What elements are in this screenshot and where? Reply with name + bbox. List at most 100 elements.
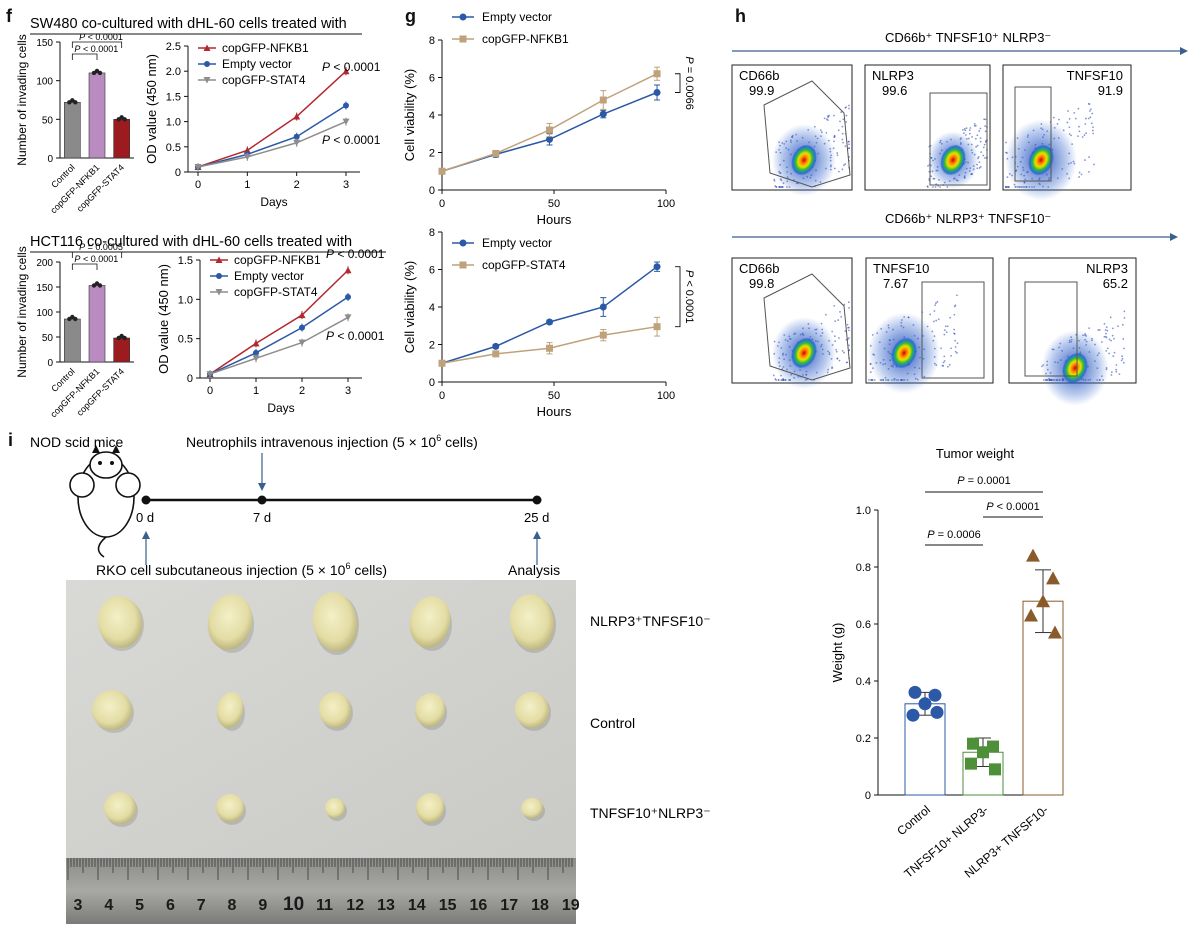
flow-event-dot [943,333,946,336]
flow-event-dot [982,146,985,149]
flow-event-dot [945,331,948,333]
f-bar1-ytick-label: 150 [36,38,53,49]
flow-event-dot [1111,327,1114,330]
timeline-mice-label: NOD scid mice [30,434,124,450]
flow-event-dot [932,186,934,188]
flow-event-dot [1092,126,1094,129]
flow-marker-label: CD66b [739,261,779,276]
flow-event-dot [833,305,836,307]
f-bar2-ytick-label: 200 [36,258,53,269]
flow-event-dot [833,140,835,143]
f-line2-series-line [209,269,349,375]
f-title-sw480: SW480 co-cultured with dHL-60 cells trea… [30,16,347,32]
tw-ytick-label: 0.4 [856,676,871,688]
ruler-number: 6 [166,897,175,914]
g-c2-ytick-label: 4 [429,302,435,314]
tw-title: Tumor weight [936,446,1015,461]
f-line1-ytick-label: 2.5 [166,41,181,53]
flow-event-dot [950,347,953,350]
f-line1-ytick-label: 1.0 [166,117,181,129]
flow-event-dot [974,137,977,140]
g-c2-ytick-label: 6 [429,265,435,277]
f-line1-xtick-label: 0 [195,179,201,191]
tw-ytick-label: 0.8 [856,562,871,574]
flow-event-dot [1089,110,1091,112]
flow-event-dot [825,118,828,120]
panel-h: CD66b⁺ TNFSF10⁺ NLRP3⁻ CD66b⁺ NLRP3⁺ TNF… [731,30,1188,406]
panel-g: 0 2 4 6 8 Cell viability (%) 0 50 100 Hours Empty … [402,10,695,419]
flow-event-dot [943,355,946,358]
f-line1-series-line [197,104,347,168]
f-bar2-dot [73,316,78,322]
g-c1-bracket [675,73,681,93]
f-bar1-dot [97,70,103,76]
g-c2-legend-marker [459,239,467,247]
panel-i-photo: 3 4 5 6 7 8 9 10 11 12 13 14 15 16 17 18 19 NLRP3⁺TNFSF1… [66,580,711,924]
flow-event-dot [941,364,944,367]
flow-event-dot [842,118,845,121]
flow-percent-value: 7.67 [883,276,908,291]
flow-event-dot [1092,132,1095,135]
flow-event-dot [1109,316,1112,319]
timeline-analysis-label: Analysis [508,562,560,578]
photo-row-label-tnfsf10: TNFSF10⁺NLRP3⁻ [590,805,711,821]
g-c1-ytick-label: 6 [429,73,435,85]
tumor-specimen [521,797,543,819]
ruler-number: 8 [228,897,237,914]
g-c2-point [546,318,554,326]
f-line1-ytick-label: 2.0 [166,66,181,78]
f-line1-xtick-label: 3 [343,179,349,191]
flow-event-dot [1123,310,1126,313]
f-hct116-line-chart: 0 0.5 1.0 1.5 OD value (450 nm) 0 1 2 3 Days copGF… [156,247,385,415]
g-c2-bracket [675,266,681,328]
g-c2-ytick-label: 8 [429,227,435,239]
flow-event-dot [1068,126,1071,129]
flow-event-dot [954,346,957,348]
timeline-point-0d [141,495,151,505]
flow-event-dot [934,302,937,304]
flow-event-dot [841,349,844,352]
flow-event-dot [839,120,841,123]
g-c1-point [599,110,607,118]
g-nfkb1-viability-chart: 0 2 4 6 8 Cell viability (%) 0 50 100 Hours Empty … [402,10,695,227]
flow-percent-value: 65.2 [1103,276,1128,291]
flow-event-dot [936,300,939,303]
f-line1-legend-marker [204,61,210,67]
g-c1-ytick-label: 0 [429,185,435,197]
flow-event-dot [848,107,850,110]
flow-event-dot [1006,186,1009,188]
flow-event-dot [1073,111,1076,114]
flow-event-dot [1078,171,1081,174]
flow-event-dot [1108,338,1111,341]
flow-event-dot [1115,370,1118,373]
tw-point [930,705,944,719]
f-line1-legend-label: copGFP-NFKB1 [222,41,309,55]
flow-event-dot [836,357,839,360]
flow-event-dot [1123,347,1125,350]
flow-event-dot [984,130,987,133]
flow-event-dot [870,379,873,381]
flow-event-dot [955,294,958,297]
panel-label-f: f [6,6,12,26]
flow-event-dot [953,332,955,335]
flow-row2-title: CD66b⁺ NLRP3⁺ TNFSF10⁻ [885,211,1051,226]
flow-event-dot [848,143,850,146]
flow-event-dot [1083,134,1086,137]
flow-event-dot [847,140,850,143]
g-c2-p-annotation: P < 0.0001 [683,270,695,324]
flow-event-dot [827,115,829,117]
photo-row-label-control: Control [590,715,635,731]
g-c2-legend-label: copGFP-STAT4 [482,258,566,272]
f-line1-point [342,118,350,126]
f-line2-legend-marker [215,289,223,296]
flow-event-dot [962,128,964,131]
flow-event-dot [1074,117,1077,120]
tw-ytick-label: 0.2 [856,733,871,745]
flow-event-dot [1091,129,1094,132]
tumor-specimen [414,693,446,727]
flow-event-dot [944,325,947,328]
flow-event-dot [835,350,838,353]
ruler-number: 4 [104,897,113,914]
flow-event-dot [843,303,846,306]
